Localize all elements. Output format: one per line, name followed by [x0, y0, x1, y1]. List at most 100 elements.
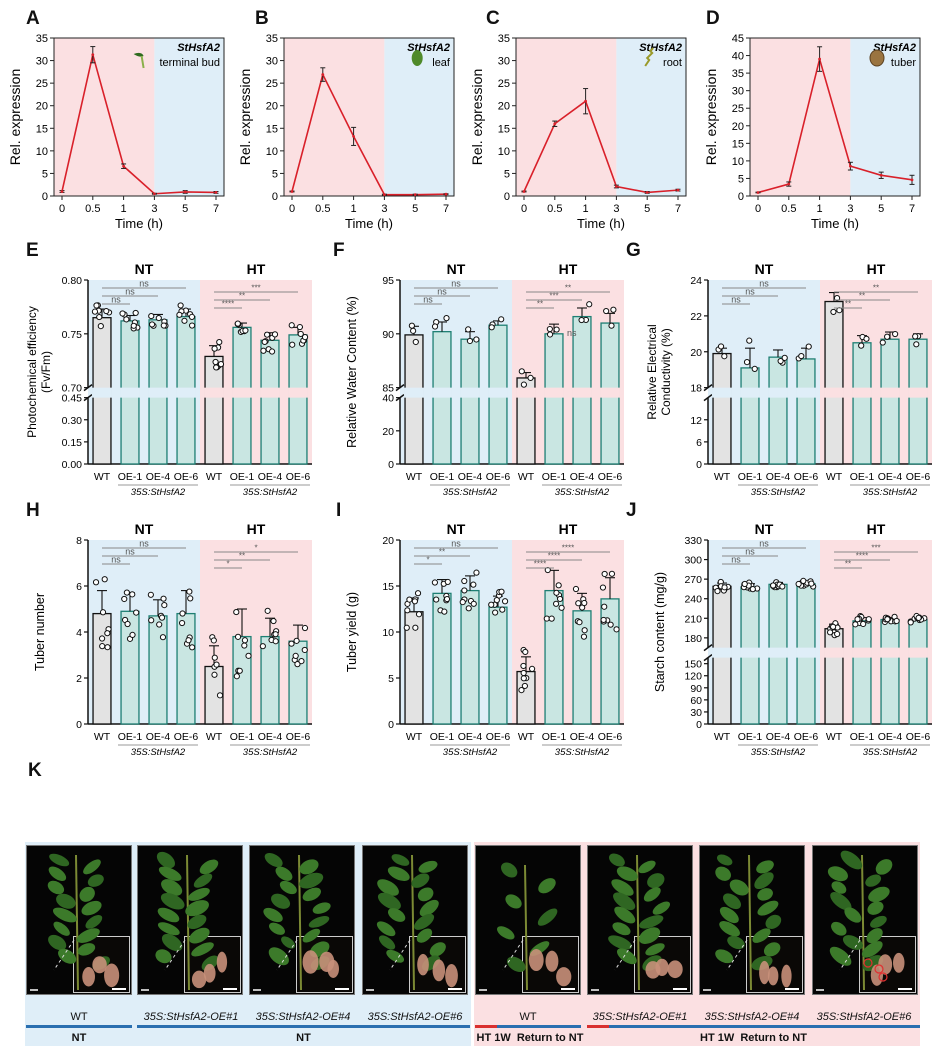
y-tick-label: 20 [382, 535, 394, 547]
bar-break-gap [460, 387, 480, 398]
replicate-point [148, 312, 155, 320]
plant-leaf [263, 907, 283, 923]
y-tick-label: 300 [684, 555, 702, 567]
replicate-point [404, 607, 411, 614]
replicate-point [272, 631, 279, 638]
tuber [92, 956, 107, 974]
replicate-point [830, 308, 837, 316]
bar-break-gap [260, 387, 280, 398]
replicate-point [412, 624, 419, 631]
data-point [818, 57, 821, 61]
replicate-point [520, 675, 527, 682]
replicate-point [129, 591, 136, 598]
x-tick-label: 0 [521, 203, 527, 215]
axis-break-mark [703, 394, 713, 402]
x-tick-label: OE-6 [794, 471, 819, 483]
data-point [553, 122, 557, 126]
root-icon [644, 47, 654, 67]
y-tick-label: 240 [684, 594, 702, 606]
replicate-point [498, 588, 505, 595]
replicate-point [581, 599, 588, 607]
replicate-point [217, 361, 225, 368]
replicate-point [520, 381, 528, 388]
plant-leaf [639, 915, 664, 929]
highlight-circle [874, 964, 884, 974]
x-tick-label: 1 [351, 203, 357, 215]
replicate-point [270, 617, 277, 625]
data-point [615, 185, 618, 188]
chart-f-relative-water-content: NT HT 85 90 95 0 20 40 Relative Water Content (%… [345, 261, 624, 498]
plot-frame [749, 37, 921, 197]
replicate-point [185, 637, 192, 644]
y-tick-label: 0.15 [62, 437, 83, 449]
replicate-point [301, 333, 309, 341]
data-point [584, 99, 587, 103]
plant-leaf [643, 887, 661, 902]
plant-leaf [614, 906, 636, 924]
plant-leaf [48, 934, 67, 951]
x-tick-label: 7 [675, 203, 681, 215]
x-tick-label: 0 [755, 203, 761, 215]
y-tick-label: 15 [732, 138, 744, 150]
replicate-point [578, 316, 585, 324]
plant-leaf [376, 921, 396, 937]
data-point [321, 73, 325, 76]
replicate-point [721, 353, 728, 360]
bar-ht-oe-6 [908, 338, 928, 465]
panel-label-i: I [336, 500, 342, 521]
significance-label: ** [845, 300, 851, 309]
plant-leaf [609, 853, 625, 867]
plot-frame [283, 37, 455, 197]
x-tick-label: OE-6 [286, 471, 311, 483]
tuber-icon [869, 49, 885, 67]
highlight-circle [878, 972, 888, 982]
y-tick-label: 0 [696, 459, 702, 471]
bar-ht-oe-4 [572, 610, 592, 725]
replicate-point [743, 358, 751, 366]
replicate-point [586, 301, 593, 308]
plant-leaf [716, 854, 733, 866]
replicate-point [410, 327, 417, 334]
y-tick-label: 0 [272, 191, 278, 203]
replicate-point [470, 600, 477, 607]
x-tick-label: 0.5 [315, 203, 330, 215]
y-tick-label: 0.80 [62, 275, 83, 287]
bar-nt-oe-4 [768, 356, 788, 465]
bar-nt-oe-4 [148, 615, 168, 725]
replicate-point [907, 619, 914, 626]
bar-break-gap [204, 387, 224, 398]
plant-leaf [155, 949, 172, 964]
group-label-nt: NT [135, 521, 154, 537]
x-tick-label: OE-1 [230, 731, 255, 743]
caption-nt-oe6: 35S:StHsfA2-OE#6 [367, 1011, 463, 1023]
bar-ht-oe-1 [232, 635, 252, 725]
plant-leaf [638, 927, 661, 944]
y-tick-label: 30 [266, 56, 278, 68]
plant-leaf [417, 887, 434, 902]
replicate-point [433, 596, 440, 603]
plant-leaf [870, 915, 887, 928]
replicate-point [751, 365, 758, 372]
bar-break-gap [92, 387, 112, 398]
plant-leaf [844, 907, 862, 923]
replicate-point [216, 338, 223, 346]
y-tick-label: 120 [684, 671, 702, 683]
replicate-point [829, 623, 837, 630]
plant-leaf [308, 916, 330, 928]
plant-leaf [719, 906, 739, 924]
y-tick-label: 20 [382, 426, 394, 438]
replicate-point [770, 582, 777, 589]
data-point [352, 135, 355, 138]
plant-leaf [271, 893, 291, 909]
bar-break-gap [488, 387, 508, 398]
replicate-point [749, 586, 756, 593]
replicate-point [156, 621, 163, 628]
y-tick-label: 10 [266, 146, 278, 158]
replicate-point [834, 630, 841, 638]
replicate-point [403, 624, 410, 631]
x-tick-label: OE-4 [570, 731, 595, 743]
x-axis-label: Time (h) [577, 216, 625, 231]
plant-leaf [719, 921, 741, 937]
plant-leaf [538, 878, 556, 894]
replicate-point [187, 595, 194, 602]
